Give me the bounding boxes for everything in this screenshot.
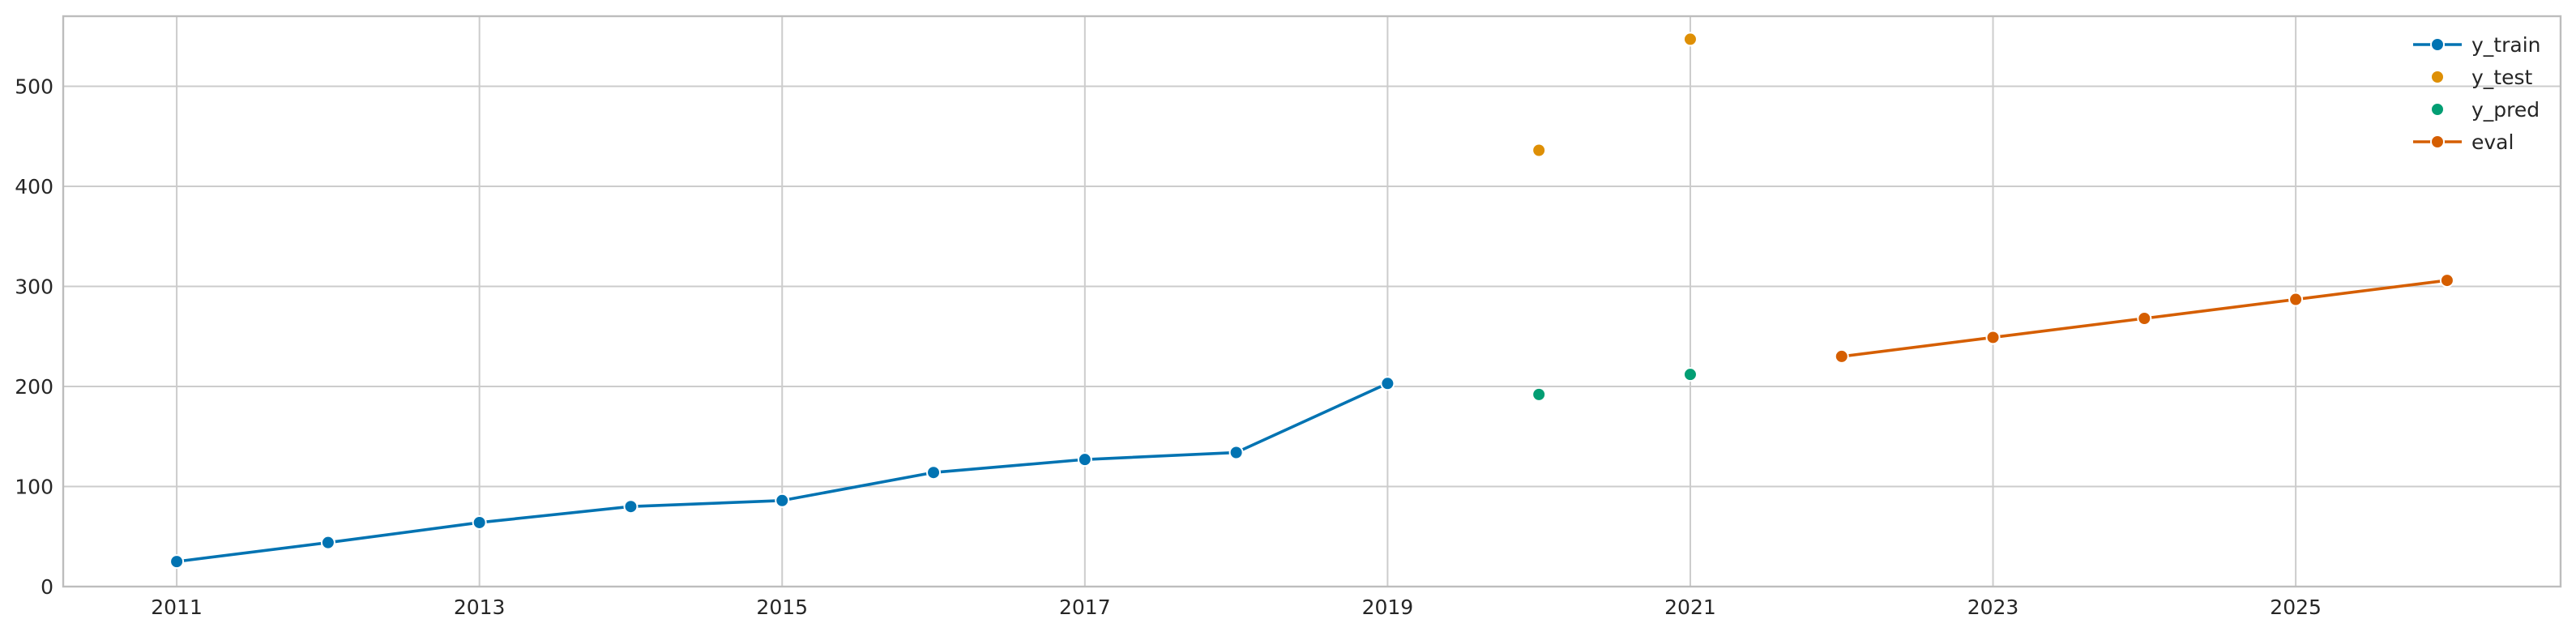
x-tick-label: 2017: [1059, 595, 1111, 619]
data-point: [169, 554, 185, 570]
y-tick-label: 500: [15, 75, 53, 98]
data-point: [1228, 445, 1244, 460]
data-point: [1834, 348, 1849, 364]
legend-label: y_train: [2471, 33, 2541, 57]
data-point: [775, 493, 790, 508]
x-tick-label: 2019: [1362, 595, 1414, 619]
legend-marker-swatch: [2430, 37, 2445, 52]
x-tick-label: 2013: [454, 595, 506, 619]
x-tick-labels: 2011 2013 2015 2017 2019 2021 2023 2025: [151, 595, 2322, 619]
data-point: [2288, 292, 2304, 307]
series-y-train: [169, 376, 1395, 570]
y-tick-labels: 0 100 200 300 400 500: [15, 75, 53, 599]
y-tick-label: 0: [41, 575, 53, 599]
series-eval: [1834, 273, 2454, 364]
y-tick-label: 100: [15, 475, 53, 498]
plot-frame: [62, 15, 2562, 588]
x-tick-label: 2025: [2270, 595, 2322, 619]
y-tick-label: 200: [15, 375, 53, 399]
x-tick-label: 2021: [1664, 595, 1716, 619]
data-point: [1985, 330, 2001, 345]
y-tick-label: 300: [15, 275, 53, 298]
data-point: [2137, 310, 2152, 326]
data-point: [1077, 452, 1092, 467]
data-point: [472, 514, 487, 530]
x-tick-label: 2023: [1967, 595, 2019, 619]
series-y-pred: [1532, 367, 1698, 402]
legend-item: y_test: [2430, 66, 2533, 89]
x-tick-label: 2011: [151, 595, 203, 619]
data-point: [1682, 32, 1698, 47]
legend-label: eval: [2471, 130, 2514, 154]
legend-item: y_pred: [2430, 98, 2540, 122]
legend-label: y_pred: [2471, 98, 2540, 122]
data-point: [320, 535, 335, 550]
data-point: [1532, 386, 1547, 402]
data-point: [2439, 273, 2454, 288]
y-tick-label: 400: [15, 175, 53, 198]
legend-item: eval: [2413, 130, 2514, 154]
series-layer: [169, 32, 2454, 570]
series-y-test: [1532, 32, 1698, 158]
data-point: [623, 499, 639, 514]
legend-marker-swatch: [2430, 70, 2445, 84]
data-point: [1682, 367, 1698, 382]
grid-layer: [63, 16, 2561, 587]
x-tick-label: 2015: [756, 595, 808, 619]
legend-item: y_train: [2413, 33, 2541, 57]
data-point: [1532, 143, 1547, 158]
data-point: [1380, 376, 1395, 391]
legend-label: y_test: [2471, 66, 2533, 89]
legend-marker-swatch: [2430, 134, 2445, 149]
legend-marker-swatch: [2430, 102, 2445, 117]
data-point: [926, 465, 942, 480]
